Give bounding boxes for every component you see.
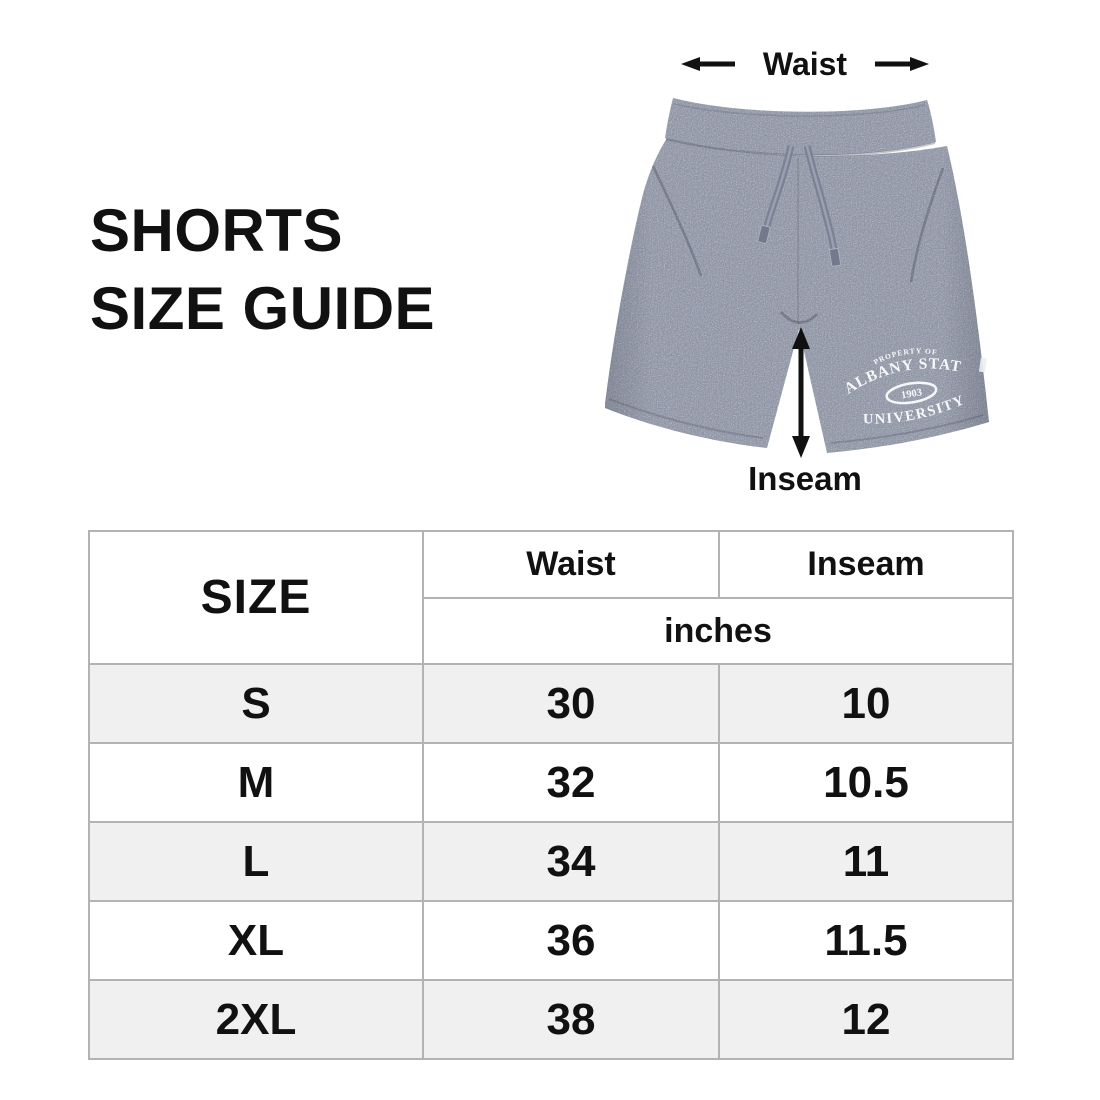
waist-column-header: Waist — [422, 530, 720, 599]
unit-header: inches — [422, 597, 1014, 665]
right-pocket-seam — [909, 167, 945, 283]
inseam-arrow-icon — [792, 327, 810, 458]
table-row: S 30 10 — [88, 663, 1014, 744]
cell-inseam: 12 — [718, 979, 1014, 1060]
size-guide-table: SIZE Waist Inseam inches S 30 10 M 32 10… — [88, 530, 1014, 1060]
shorts-illustration: PROPERTY OF ALBANY STATE 1903 UNIVERSITY — [595, 86, 989, 458]
cell-size: M — [88, 742, 424, 823]
cell-inseam: 10.5 — [718, 742, 1014, 823]
left-arrow-icon — [680, 57, 735, 71]
cell-inseam: 10 — [718, 663, 1014, 744]
cell-size: S — [88, 663, 424, 744]
cell-size: 2XL — [88, 979, 424, 1060]
size-column-header: SIZE — [88, 530, 424, 665]
page-title-line2: SIZE GUIDE — [90, 275, 436, 342]
print-year: 1903 — [900, 387, 922, 401]
table-row: M 32 10.5 — [88, 742, 1014, 823]
cell-waist: 38 — [422, 979, 720, 1060]
page-title-line1: SHORTS — [90, 197, 344, 264]
crotch-fold — [779, 310, 819, 324]
cell-waist: 34 — [422, 821, 720, 902]
table-row: L 34 11 — [88, 821, 1014, 902]
cell-size: L — [88, 821, 424, 902]
table-unit-row: inches — [89, 597, 1014, 665]
inseam-label: Inseam — [748, 460, 862, 497]
cell-inseam: 11.5 — [718, 900, 1014, 981]
cell-inseam: 11 — [718, 821, 1014, 902]
left-hem-stitch — [608, 398, 764, 439]
cell-waist: 30 — [422, 663, 720, 744]
waist-label: Waist — [762, 45, 848, 82]
drawstring — [757, 145, 842, 267]
left-pocket-seam — [651, 165, 703, 277]
cell-size: XL — [88, 900, 424, 981]
cell-waist: 36 — [422, 900, 720, 981]
right-hem-stitch — [830, 414, 984, 444]
shorts-body: PROPERTY OF ALBANY STATE 1903 UNIVERSITY — [595, 86, 989, 453]
inseam-column-header: Inseam — [718, 530, 1014, 599]
cell-waist: 32 — [422, 742, 720, 823]
table-row: 2XL 38 12 — [88, 979, 1014, 1060]
page-title: SHORTS SIZE GUIDE — [90, 192, 435, 348]
side-brand-tag — [978, 357, 987, 373]
table-header-row: SIZE Waist Inseam — [88, 530, 1014, 665]
right-arrow-icon — [875, 57, 930, 71]
print-year-oval — [885, 381, 938, 405]
waist-measure-label: Waist — [593, 42, 1017, 86]
table-row: XL 36 11.5 — [88, 900, 1014, 981]
waistband-top-seam — [673, 103, 926, 117]
waistband-seam — [665, 138, 936, 157]
